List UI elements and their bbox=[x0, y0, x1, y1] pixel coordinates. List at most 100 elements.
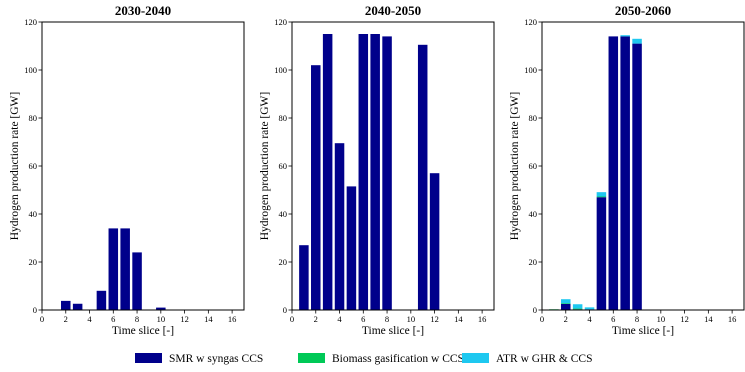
plot-frame bbox=[291, 21, 495, 311]
x-tick-label: 4 bbox=[587, 314, 592, 324]
bar-smr-slice-5 bbox=[96, 290, 107, 310]
bar-biomass-slice-3 bbox=[572, 308, 583, 310]
y-tick-label: 40 bbox=[529, 209, 538, 219]
bar-smr-slice-12 bbox=[429, 173, 440, 310]
x-tick-label: 2 bbox=[64, 314, 68, 324]
x-tick-label: 6 bbox=[611, 314, 615, 324]
chart-title: 2030-2040 bbox=[115, 3, 171, 18]
y-tick-label: 100 bbox=[274, 65, 287, 75]
legend: SMR w syngas CCS Biomass gasification w C… bbox=[135, 353, 593, 365]
bar-smr-slice-3 bbox=[72, 303, 83, 310]
y-tick-label: 60 bbox=[29, 161, 38, 171]
x-tick-label: 2 bbox=[314, 314, 318, 324]
x-tick-label: 16 bbox=[228, 314, 237, 324]
bar-atr-slice-8 bbox=[632, 38, 642, 44]
x-tick-label: 14 bbox=[204, 314, 213, 324]
x-tick-label: 4 bbox=[87, 314, 92, 324]
bar-smr-slice-5 bbox=[596, 197, 607, 310]
y-tick-label: 20 bbox=[29, 257, 38, 267]
bar-smr-slice-4 bbox=[334, 143, 345, 310]
y-tick-label: 80 bbox=[29, 113, 38, 123]
y-tick-label: 80 bbox=[279, 113, 288, 123]
y-tick-label: 60 bbox=[529, 161, 538, 171]
chart-title: 2050-2060 bbox=[615, 3, 671, 18]
x-tick-label: 12 bbox=[430, 314, 439, 324]
chart-panel-2: 0 2 4 6 8 10 12 14 16 0 20 40 60 80 100 120 2040-2050 Tim… bbox=[259, 3, 495, 337]
legend-label-smr: SMR w syngas CCS bbox=[169, 353, 263, 365]
x-tick-label: 14 bbox=[454, 314, 463, 324]
legend-swatch-atr bbox=[462, 353, 489, 363]
bar-biomass-slice-5 bbox=[596, 196, 607, 198]
bar-smr-slice-2 bbox=[61, 300, 71, 310]
bar-smr-slice-8 bbox=[132, 252, 142, 310]
bar-smr-slice-8 bbox=[632, 43, 642, 310]
bar-smr-slice-2 bbox=[311, 65, 321, 310]
x-tick-label: 12 bbox=[180, 314, 189, 324]
bar-smr-slice-3 bbox=[322, 34, 333, 310]
bar-atr-slice-3 bbox=[572, 304, 583, 309]
bar-smr-slice-1 bbox=[299, 245, 309, 310]
chart-panel-3: 0 2 4 6 8 10 12 14 16 0 20 40 60 80 100 120 2050-2060 Tim… bbox=[509, 3, 745, 337]
bar-smr-slice-11 bbox=[417, 44, 428, 311]
x-tick-label: 2 bbox=[564, 314, 568, 324]
y-tick-label: 100 bbox=[524, 65, 537, 75]
y-tick-label: 60 bbox=[279, 161, 288, 171]
x-tick-label: 10 bbox=[407, 314, 416, 324]
bar-atr-slice-2 bbox=[561, 299, 571, 304]
y-tick-label: 120 bbox=[274, 17, 287, 27]
x-tick-label: 0 bbox=[40, 314, 44, 324]
y-tick-label: 80 bbox=[529, 113, 538, 123]
x-tick-label: 6 bbox=[111, 314, 115, 324]
bar-smr-slice-5 bbox=[346, 186, 357, 310]
x-tick-label: 10 bbox=[157, 314, 166, 324]
y-axis-label: Hydrogen production rate [GW] bbox=[9, 92, 21, 241]
bar-smr-slice-7 bbox=[120, 228, 130, 310]
legend-label-atr: ATR w GHR & CCS bbox=[496, 353, 593, 365]
bar-smr-slice-8 bbox=[382, 36, 392, 311]
y-axis-label: Hydrogen production rate [GW] bbox=[259, 92, 271, 241]
x-tick-label: 8 bbox=[385, 314, 389, 324]
x-tick-label: 8 bbox=[135, 314, 139, 324]
bar-atr-slice-5 bbox=[596, 192, 607, 197]
bar-smr-slice-7 bbox=[370, 34, 380, 310]
bar-smr-slice-2 bbox=[561, 304, 571, 310]
chart-panel-1: 0 2 4 6 8 10 12 14 16 0 20 40 60 80 100 120 2030-2040 Tim… bbox=[9, 3, 245, 337]
plot-frame bbox=[41, 21, 245, 311]
bar-atr-slice-7 bbox=[620, 35, 630, 37]
bar-atr-slice-4 bbox=[584, 307, 595, 310]
y-tick-label: 120 bbox=[24, 17, 37, 27]
y-tick-label: 0 bbox=[283, 305, 287, 315]
legend-swatch-biomass bbox=[298, 353, 325, 363]
y-tick-label: 40 bbox=[29, 209, 38, 219]
bar-smr-slice-7 bbox=[620, 36, 630, 311]
bar-smr-slice-6 bbox=[608, 36, 619, 311]
legend-swatch-smr bbox=[135, 353, 162, 363]
y-tick-label: 20 bbox=[529, 257, 538, 267]
y-tick-label: 0 bbox=[533, 305, 537, 315]
y-tick-label: 0 bbox=[33, 305, 37, 315]
x-axis-label: Time slice [-] bbox=[362, 325, 424, 337]
chart-title: 2040-2050 bbox=[365, 3, 421, 18]
x-tick-label: 14 bbox=[704, 314, 713, 324]
legend-label-biomass: Biomass gasification w CCS bbox=[332, 353, 464, 365]
y-axis-label: Hydrogen production rate [GW] bbox=[509, 92, 521, 241]
x-tick-label: 10 bbox=[657, 314, 666, 324]
bar-biomass-slice-2 bbox=[561, 303, 571, 304]
x-tick-label: 8 bbox=[635, 314, 639, 324]
bar-smr-slice-6 bbox=[358, 34, 369, 310]
x-tick-label: 12 bbox=[680, 314, 689, 324]
y-tick-label: 20 bbox=[279, 257, 288, 267]
bar-smr-slice-10 bbox=[156, 307, 166, 310]
x-tick-label: 6 bbox=[361, 314, 365, 324]
y-tick-label: 120 bbox=[524, 17, 537, 27]
y-tick-label: 100 bbox=[24, 65, 37, 75]
x-tick-label: 0 bbox=[540, 314, 544, 324]
x-tick-label: 0 bbox=[290, 314, 294, 324]
x-tick-label: 16 bbox=[478, 314, 487, 324]
x-axis-label: Time slice [-] bbox=[612, 325, 674, 337]
x-axis-label: Time slice [-] bbox=[112, 325, 174, 337]
x-tick-label: 16 bbox=[728, 314, 737, 324]
bar-smr-slice-6 bbox=[108, 228, 119, 310]
x-tick-label: 4 bbox=[337, 314, 342, 324]
